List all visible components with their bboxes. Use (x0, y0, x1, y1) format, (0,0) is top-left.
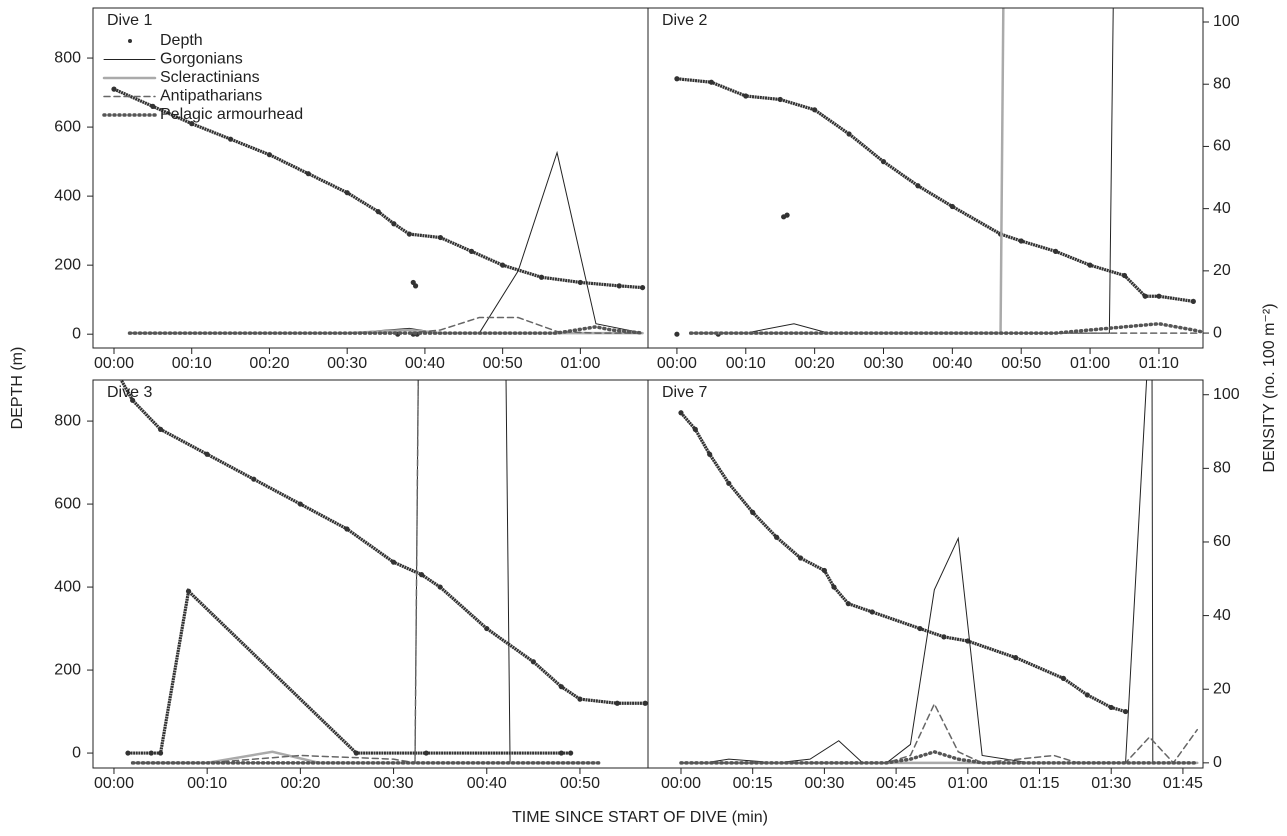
depth-trace (119, 380, 646, 705)
density-line (128, 328, 644, 335)
y2-tick-label: 40 (1213, 200, 1231, 217)
x-tick-label: 00:50 (560, 775, 600, 792)
y2-axis-title: DENSITY (no. 100 m⁻²) (1261, 303, 1278, 472)
x-tick-label: 00:40 (932, 355, 972, 372)
density-line (688, 321, 1203, 335)
x-tick-label: 00:20 (795, 355, 835, 372)
x-tick-label: 01:00 (560, 355, 600, 372)
legend-label: Scleractinians (160, 69, 260, 86)
plot-area (674, 8, 1203, 337)
y-tick-label: 800 (54, 49, 81, 66)
density-line (127, 325, 645, 335)
y-tick-label: 0 (72, 325, 81, 342)
x-tick-label: 01:10 (1139, 355, 1179, 372)
legend-symbol (128, 39, 132, 43)
x-tick-label: 00:10 (726, 355, 766, 372)
y2-tick-label: 0 (1213, 324, 1222, 341)
x-tick-label: 00:20 (249, 355, 289, 372)
plot-area (678, 380, 1200, 765)
x-tick-label: 00:00 (657, 355, 697, 372)
density-line (689, 8, 1005, 335)
depth-trace (676, 77, 1194, 303)
depth-point (412, 283, 419, 289)
x-tick-label: 00:45 (876, 775, 916, 792)
x-tick-label: 01:15 (1019, 775, 1059, 792)
panel-title: Dive 2 (662, 12, 707, 29)
y2-tick-label: 40 (1213, 607, 1231, 624)
y-tick-label: 600 (54, 495, 81, 512)
legend-label: Gorgonians (160, 51, 243, 68)
x-tick-label: 00:00 (94, 355, 134, 372)
x-tick-label: 00:50 (1001, 355, 1041, 372)
x-tick-label: 00:30 (327, 355, 367, 372)
x-tick-label: 01:00 (1070, 355, 1110, 372)
y2-tick-label: 0 (1213, 754, 1222, 771)
legend-label: Antipatharians (160, 88, 262, 105)
x-tick-label: 01:00 (948, 775, 988, 792)
legend-label: Depth (160, 32, 203, 49)
x-tick-label: 00:40 (467, 775, 507, 792)
x-tick-label: 00:15 (733, 775, 773, 792)
y-tick-label: 400 (54, 187, 81, 204)
depth-trace (113, 87, 643, 290)
density-line (129, 150, 644, 334)
y-axis-title: DEPTH (m) (9, 347, 26, 430)
panel-title: Dive 3 (107, 384, 152, 401)
x-tick-label: 00:10 (172, 355, 212, 372)
panel-title: Dive 7 (662, 384, 707, 401)
y2-tick-label: 20 (1213, 680, 1231, 697)
x-tick-label: 00:50 (483, 355, 523, 372)
x-tick-label: 00:30 (804, 775, 844, 792)
x-tick-label: 00:20 (280, 775, 320, 792)
y2-tick-label: 80 (1213, 75, 1231, 92)
panel-frame (647, 379, 1204, 769)
x-tick-label: 01:45 (1163, 775, 1203, 792)
x-axis-title: TIME SINCE START OF DIVE (min) (512, 809, 768, 826)
x-tick-label: 00:40 (405, 355, 445, 372)
legend-label: Pelagic armourhead (160, 106, 303, 123)
panel-title: Dive 1 (107, 12, 152, 29)
density-line (679, 749, 1200, 765)
density-line (690, 8, 1114, 334)
y-tick-label: 200 (54, 661, 81, 678)
x-tick-label: 01:30 (1091, 775, 1131, 792)
y2-tick-label: 100 (1213, 13, 1240, 30)
y2-tick-label: 60 (1213, 533, 1231, 550)
y2-tick-label: 20 (1213, 262, 1231, 279)
x-tick-label: 00:00 (661, 775, 701, 792)
y2-tick-label: 60 (1213, 138, 1231, 155)
depth-point (674, 331, 680, 337)
x-tick-label: 00:00 (94, 775, 134, 792)
y2-tick-label: 80 (1213, 460, 1231, 477)
depth-trace (679, 411, 1127, 714)
density-line (131, 380, 419, 764)
y2-tick-label: 100 (1213, 386, 1240, 403)
y-tick-label: 600 (54, 118, 81, 135)
plot-area (119, 380, 648, 765)
x-tick-label: 00:30 (374, 775, 414, 792)
plot-area (111, 86, 646, 337)
y-tick-label: 200 (54, 256, 81, 273)
x-tick-label: 00:30 (863, 355, 903, 372)
y-tick-label: 800 (54, 412, 81, 429)
y-tick-label: 400 (54, 578, 81, 595)
panel-frame (647, 7, 1204, 349)
y-tick-label: 0 (72, 744, 81, 761)
depth-trace (127, 587, 571, 755)
depth-point (784, 212, 790, 218)
x-tick-label: 00:10 (187, 775, 227, 792)
